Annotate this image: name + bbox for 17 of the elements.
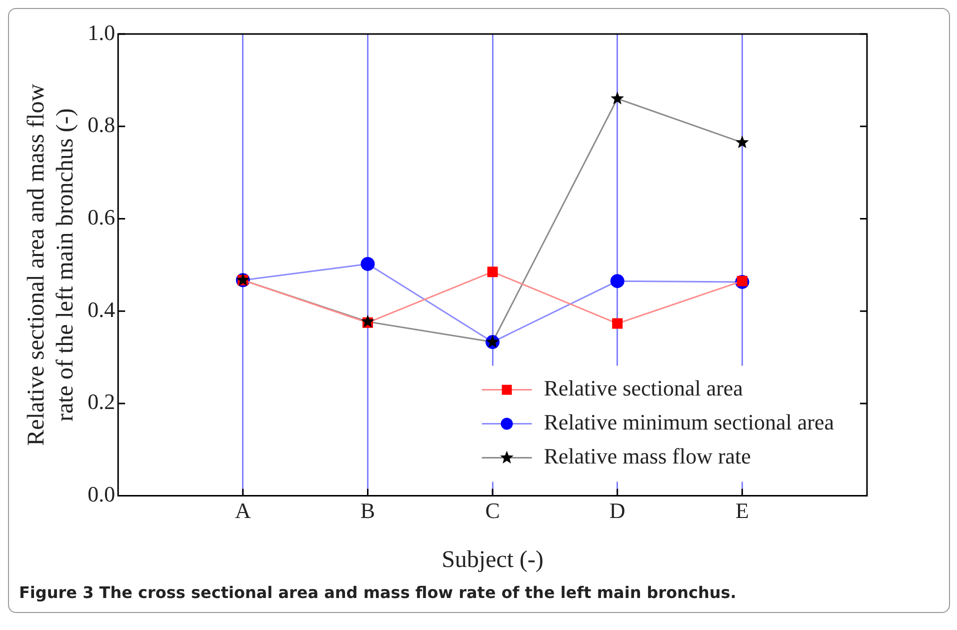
- y-tick-label: 0.4: [88, 296, 116, 322]
- x-tick-label: A: [234, 498, 251, 523]
- legend-label: Relative minimum sectional area: [544, 410, 834, 435]
- x-tick-label: B: [360, 498, 376, 523]
- legend-label: Relative sectional area: [544, 376, 744, 401]
- x-axis-title: Subject (-): [442, 546, 544, 573]
- y-tick-label: 0.6: [88, 204, 116, 230]
- y-axis-title: Relative sectional area and mass flow rate of the left main bronchus (-): [24, 83, 78, 446]
- y-tick-label: 0.8: [88, 112, 116, 138]
- x-tick-label: E: [735, 498, 749, 523]
- y-tick-label: 0.2: [88, 389, 116, 414]
- y-tick-label: 0.0: [88, 482, 116, 507]
- legend-label: Relative mass flow rate: [544, 444, 751, 469]
- x-tick-label: D: [609, 498, 626, 523]
- x-tick-label: C: [485, 498, 500, 523]
- caption: Figure 3 The cross sectional area and mass flow rate of the left main bronchus.: [18, 582, 738, 604]
- y-tick-label: 1.0: [88, 20, 116, 45]
